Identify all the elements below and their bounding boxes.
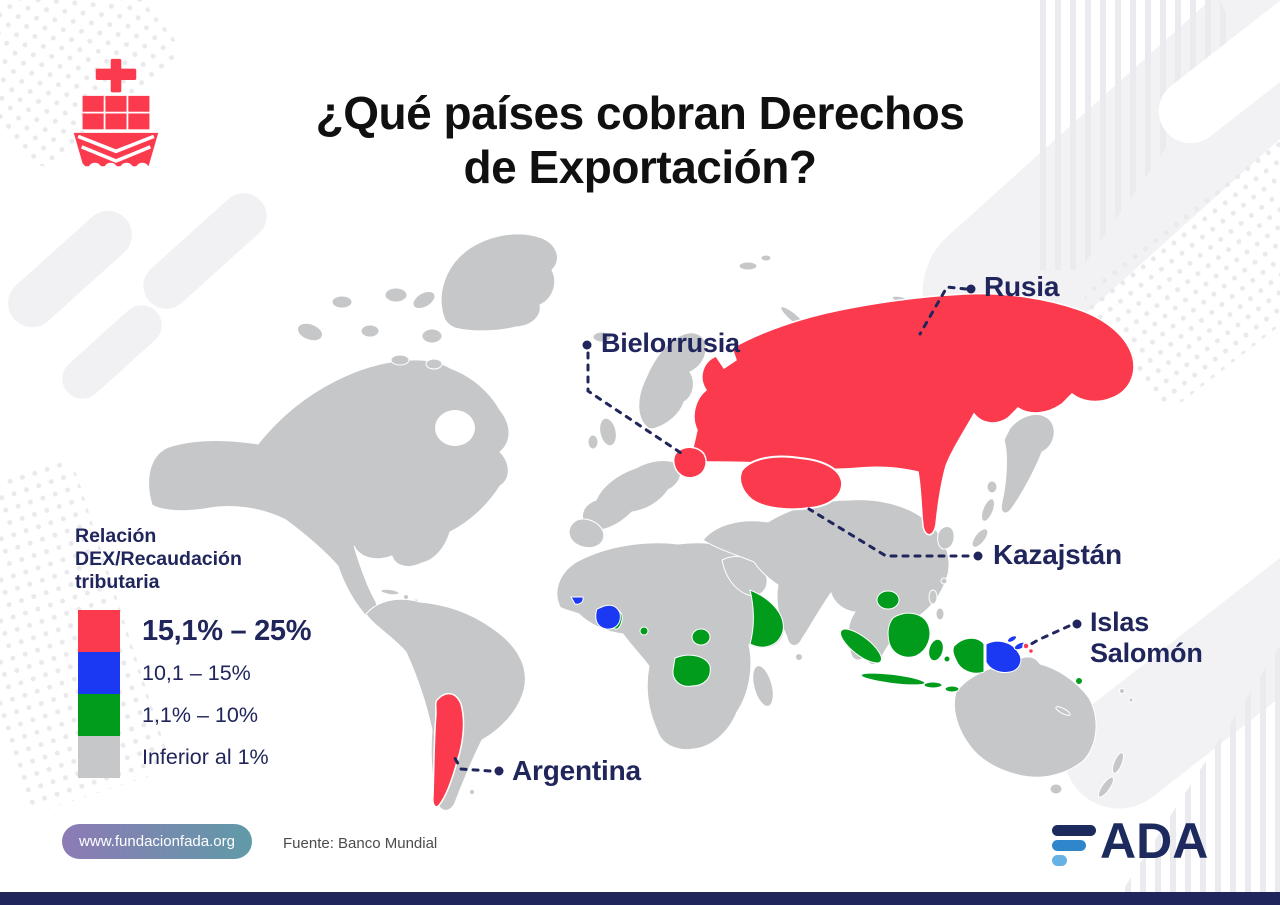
argentina-leader-line bbox=[450, 751, 492, 773]
legend: 15,1% – 25% 10,1 – 15% 1,1% – 10% Inferi… bbox=[78, 610, 312, 778]
sumatra-shape bbox=[840, 628, 882, 664]
zambia-shape bbox=[672, 654, 711, 687]
legend-label: Inferior al 1% bbox=[142, 744, 269, 769]
kazakhstan-shape bbox=[739, 455, 844, 511]
legend-label: 15,1% – 25% bbox=[142, 614, 312, 647]
north-america-shape bbox=[148, 359, 510, 619]
legend-row: 10,1 – 15% bbox=[78, 652, 311, 694]
java-shape bbox=[860, 672, 926, 686]
legend-title-line: tributaria bbox=[75, 571, 160, 593]
legend-label: 10,1 – 15% bbox=[142, 660, 251, 685]
iberia-shape bbox=[568, 518, 605, 548]
legend-title: Relación DEX/Recaudación tributaria bbox=[75, 525, 242, 594]
title-line-2: de Exportación? bbox=[463, 141, 817, 194]
website-pill[interactable]: www.fundacionfada.org bbox=[62, 824, 252, 859]
solomon-islands-shape bbox=[1022, 642, 1030, 650]
bottom-accent-bar bbox=[0, 892, 1280, 905]
ivory-coast-shape bbox=[595, 604, 621, 630]
papua-new-guinea-shape bbox=[985, 640, 1022, 673]
map-label-argentina: Argentina bbox=[512, 755, 641, 786]
legend-row: 15,1% – 25% bbox=[78, 610, 312, 652]
rusia-bullet bbox=[966, 284, 976, 294]
argentina-bullet bbox=[494, 766, 504, 776]
legend-row: Inferior al 1% bbox=[78, 736, 311, 778]
borneo-shape bbox=[887, 612, 931, 658]
red-countries bbox=[432, 292, 1135, 808]
map-label-rusia: Rusia bbox=[984, 271, 1060, 302]
bielorrusia-bullet bbox=[582, 340, 592, 350]
kamchatka-shape bbox=[1000, 413, 1055, 514]
gray-landmass bbox=[148, 233, 1134, 811]
fada-f-icon bbox=[1052, 825, 1096, 866]
korea-shape bbox=[937, 526, 955, 550]
africa-shape bbox=[556, 542, 785, 751]
sulawesi-shape bbox=[928, 638, 944, 662]
legend-swatch-gray bbox=[78, 736, 120, 778]
legend-title-line: Relación bbox=[75, 525, 157, 547]
west-papua-shape bbox=[952, 637, 985, 674]
uganda-shape bbox=[691, 628, 711, 646]
vanuatu-shape bbox=[1075, 677, 1083, 685]
equatorial-guinea-shape bbox=[639, 626, 649, 636]
australia-shape bbox=[953, 656, 1097, 778]
scandinavia-shape bbox=[638, 332, 707, 430]
legend-swatch-green bbox=[78, 694, 120, 736]
fada-logo-letters: ADA bbox=[1100, 813, 1209, 869]
cambodia-shape bbox=[876, 590, 900, 610]
belarus-shape bbox=[672, 446, 707, 479]
solomon-islands-shape bbox=[1027, 647, 1035, 655]
argentina-shape bbox=[432, 692, 465, 808]
title-line-1: ¿Qué países cobran Derechos bbox=[315, 87, 965, 139]
legend-row: 1,1% – 10% bbox=[78, 694, 311, 736]
islas-salomon-leader-line bbox=[1026, 624, 1071, 648]
bielorrusia-leader-line bbox=[586, 351, 686, 457]
somalia-shape bbox=[749, 589, 784, 648]
kazajstan-leader-line bbox=[807, 507, 970, 558]
leader-bullets bbox=[494, 284, 1082, 776]
europe-shape bbox=[581, 460, 682, 531]
map-label-islas-salomon: Islas Salomón bbox=[1090, 607, 1203, 668]
guinea-bissau-shape bbox=[570, 596, 584, 605]
hudson-bay-water bbox=[435, 410, 475, 446]
legend-title-line: DEX/Recaudación bbox=[75, 548, 242, 570]
ship-icon bbox=[72, 58, 160, 177]
source-text: Fuente: Banco Mundial bbox=[283, 835, 438, 852]
legend-label: 1,1% – 10% bbox=[142, 702, 258, 727]
map-label-bielorrusia: Bielorrusia bbox=[601, 328, 740, 358]
leader-lines bbox=[450, 285, 1071, 773]
kazajstan-bullet bbox=[973, 551, 983, 561]
legend-swatch-blue bbox=[78, 652, 120, 694]
fada-logo: ADA bbox=[1052, 813, 1209, 869]
page-title: ¿Qué países cobran Derechos de Exportaci… bbox=[240, 86, 1040, 195]
islas-salomon-bullet bbox=[1072, 619, 1082, 629]
legend-swatch-red bbox=[78, 610, 120, 652]
russia-shape bbox=[689, 292, 1135, 536]
map-label-kazajstan: Kazajstán bbox=[993, 539, 1122, 570]
greenland-shape bbox=[440, 233, 558, 332]
blue-countries bbox=[570, 596, 1027, 673]
rusia-leader-line bbox=[918, 285, 968, 336]
